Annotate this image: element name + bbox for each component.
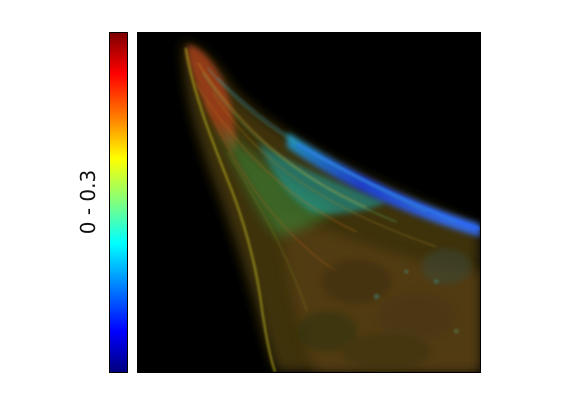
colorbar-range-label: 0 - 0.3: [76, 170, 100, 234]
colorbar: [109, 32, 128, 373]
micrograph-image: [137, 32, 481, 373]
micrograph-rendering: [138, 33, 480, 372]
